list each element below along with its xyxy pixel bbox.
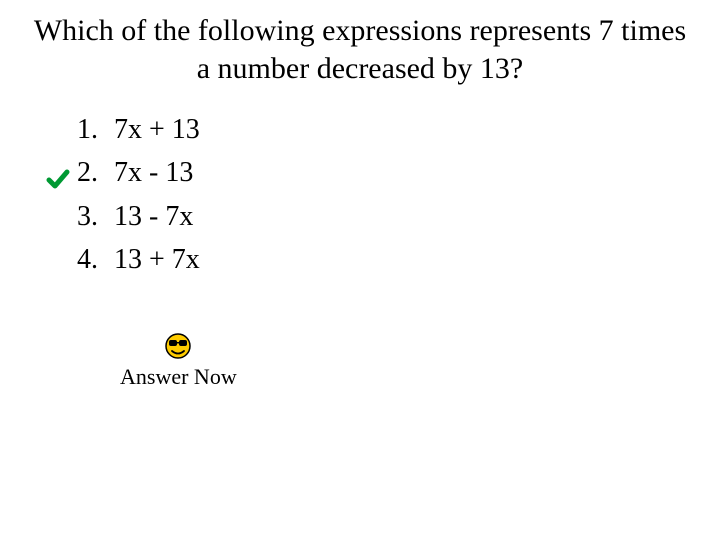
option-text: 7x + 13 <box>104 108 200 151</box>
smiley-glasses-icon <box>164 332 192 360</box>
question-text: Which of the following expressions repre… <box>30 12 690 87</box>
option-text: 7x - 13 <box>104 151 193 194</box>
option-number: 1. <box>70 108 104 151</box>
answer-now-label: Answer Now <box>120 364 237 390</box>
option-text: 13 - 7x <box>104 195 193 238</box>
options-list: 1. 7x + 13 2. 7x - 13 3. 13 - 7x 4. 13 +… <box>70 108 200 282</box>
option-text: 13 + 7x <box>104 238 200 281</box>
checkmark-icon <box>46 161 70 185</box>
option-row: 4. 13 + 7x <box>70 238 200 281</box>
answer-now-block[interactable]: Answer Now <box>120 332 237 390</box>
option-row: 1. 7x + 13 <box>70 108 200 151</box>
option-number: 2. <box>70 151 104 194</box>
option-number: 4. <box>70 238 104 281</box>
option-row: 2. 7x - 13 <box>70 151 200 194</box>
option-number: 3. <box>70 195 104 238</box>
option-row: 3. 13 - 7x <box>70 195 200 238</box>
